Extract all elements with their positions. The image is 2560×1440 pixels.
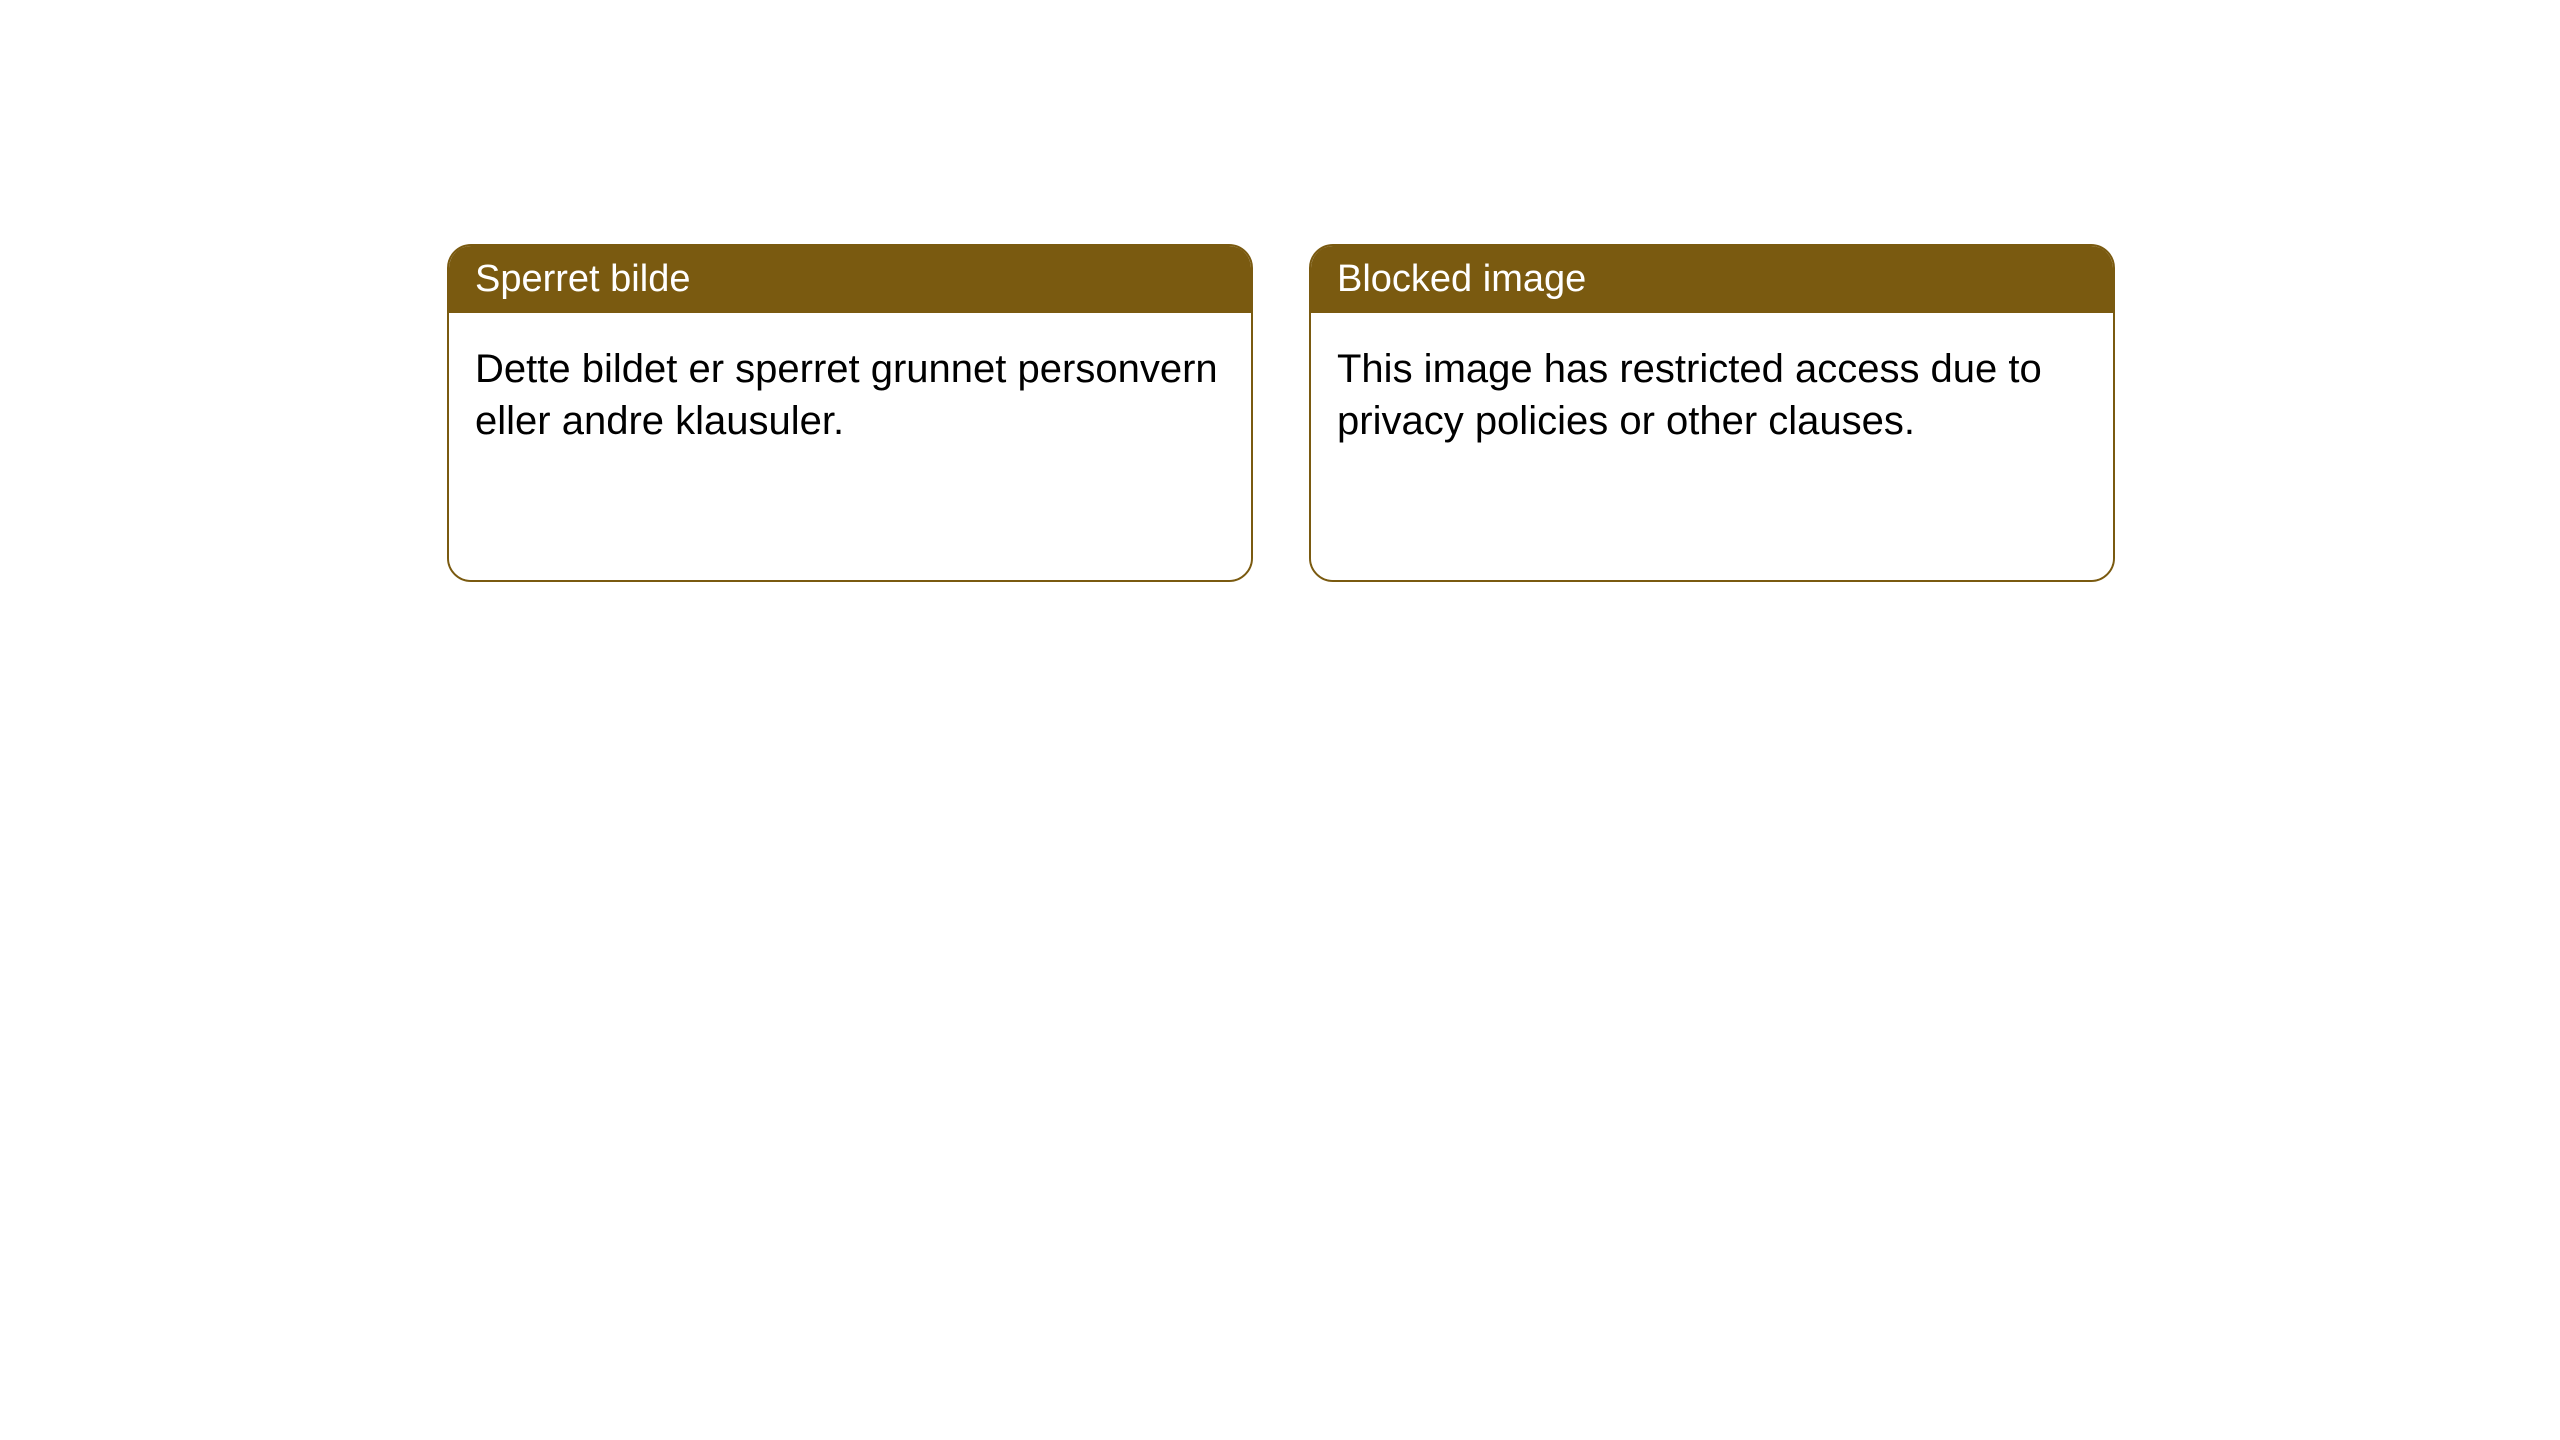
notice-cards-container: Sperret bilde Dette bildet er sperret gr… [447, 244, 2115, 582]
card-header-norwegian: Sperret bilde [449, 246, 1251, 313]
card-body-english: This image has restricted access due to … [1311, 313, 2113, 580]
notice-card-norwegian: Sperret bilde Dette bildet er sperret gr… [447, 244, 1253, 582]
card-body-norwegian: Dette bildet er sperret grunnet personve… [449, 313, 1251, 580]
notice-card-english: Blocked image This image has restricted … [1309, 244, 2115, 582]
card-header-english: Blocked image [1311, 246, 2113, 313]
